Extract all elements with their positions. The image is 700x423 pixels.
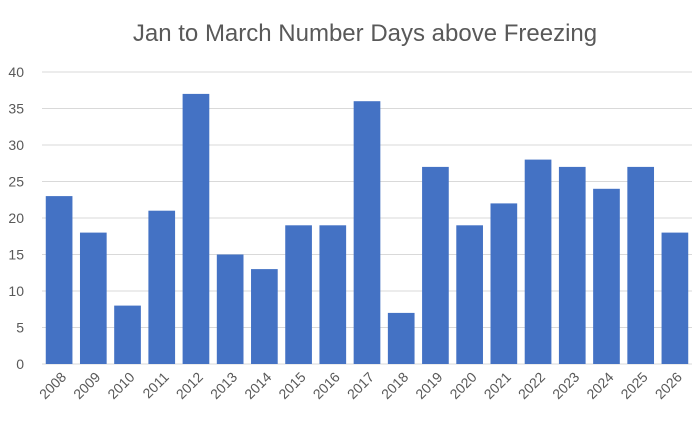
bar-2019 <box>422 166 449 364</box>
bar-2009 <box>79 232 107 364</box>
bar-2026 <box>661 232 689 364</box>
bar-2011 <box>148 210 176 364</box>
bar-2021 <box>490 203 518 364</box>
x-tick-label: 2010 <box>104 369 137 402</box>
y-axis-ticks: 0 5 10 15 20 25 30 35 40 <box>8 64 24 372</box>
bar-2023 <box>558 166 586 364</box>
y-tick-label: 30 <box>8 137 24 153</box>
chart-title: Jan to March Number Days above Freezing <box>132 20 598 47</box>
bar-2012 <box>182 93 210 365</box>
x-tick-label: 2008 <box>36 369 69 402</box>
x-tick-label: 2013 <box>207 369 240 402</box>
x-tick-label: 2021 <box>481 369 514 402</box>
x-tick-label: 2024 <box>583 369 616 402</box>
x-tick-label: 2020 <box>446 369 479 402</box>
bar-2010 <box>114 305 141 364</box>
y-tick-label: 35 <box>8 101 24 117</box>
x-tick-label: 2014 <box>241 369 274 402</box>
y-tick-label: 15 <box>8 247 24 263</box>
bar-2015 <box>285 225 312 364</box>
bar-2024 <box>593 188 620 364</box>
x-tick-label: 2018 <box>378 369 411 402</box>
bar-2008 <box>45 196 73 364</box>
bar-2020 <box>456 225 483 364</box>
bar-2016 <box>319 225 347 364</box>
y-tick-label: 20 <box>8 210 24 226</box>
y-tick-label: 40 <box>8 64 24 80</box>
bar-2025 <box>627 166 655 364</box>
bar-2022 <box>524 159 552 364</box>
y-tick-label: 0 <box>16 356 24 372</box>
x-tick-label: 2015 <box>275 369 308 402</box>
y-tick-label: 5 <box>16 320 24 336</box>
x-tick-label: 2025 <box>617 369 650 402</box>
bar-2013 <box>216 254 244 364</box>
x-tick-label: 2019 <box>412 369 445 402</box>
bars <box>45 93 689 365</box>
y-tick-label: 10 <box>8 283 24 299</box>
bar-2018 <box>387 312 415 364</box>
x-tick-label: 2026 <box>652 369 685 402</box>
x-axis-ticks: 2008 2009 2010 2011 2012 2013 2014 2015 2016 2017… <box>36 369 685 402</box>
x-tick-label: 2009 <box>70 369 103 402</box>
bar-2014 <box>251 269 278 364</box>
y-tick-label: 25 <box>8 174 24 190</box>
x-tick-label: 2017 <box>344 369 377 402</box>
x-tick-label: 2011 <box>139 369 172 402</box>
x-tick-label: 2022 <box>515 369 548 402</box>
x-tick-label: 2023 <box>549 369 582 402</box>
x-tick-label: 2012 <box>173 369 206 402</box>
x-tick-label: 2016 <box>310 369 343 402</box>
bar-2017 <box>353 101 381 364</box>
